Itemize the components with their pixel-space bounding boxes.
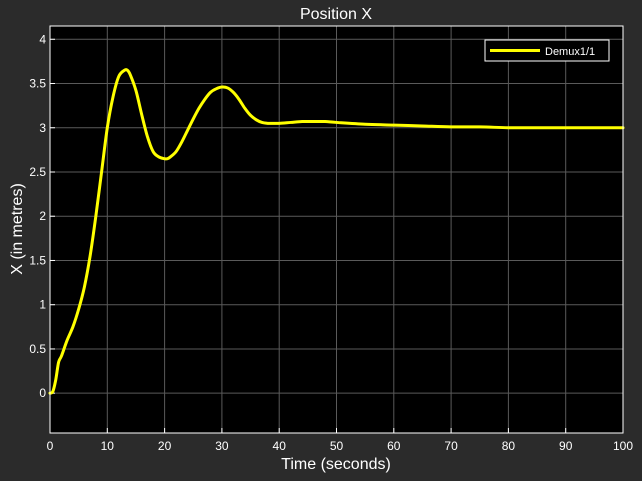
- x-tick-label: 0: [47, 439, 54, 453]
- y-tick-label: 3: [39, 121, 46, 135]
- y-axis-label: X (in metres): [9, 183, 26, 275]
- legend-box: [484, 39, 610, 62]
- y-tick-label: 2: [39, 209, 46, 223]
- series-lines: [48, 68, 625, 395]
- y-tick-label: 1.5: [29, 253, 46, 267]
- y-tick-label: 0: [39, 386, 46, 400]
- x-tick-label: 100: [613, 439, 633, 453]
- legend-label: Demux1/1: [545, 46, 595, 58]
- x-tick-labels: 0 10 20 30 40 50 60 70 80 90 100: [47, 439, 634, 453]
- plot-frame: [49, 25, 624, 434]
- y-tick-label: 3.5: [29, 77, 46, 91]
- y-tick-label: 1: [39, 298, 46, 312]
- x-tick-label: 30: [215, 439, 229, 453]
- legend: Demux1/1: [484, 39, 610, 62]
- x-tick-label: 10: [101, 439, 115, 453]
- x-tick-label: 80: [502, 439, 516, 453]
- y-tick-label: 4: [39, 32, 46, 46]
- x-tick-label: 20: [158, 439, 172, 453]
- series-line: [48, 68, 625, 395]
- x-tick-label: 50: [330, 439, 344, 453]
- y-tick-labels: 0 0.5 1 1.5 2 2.5 3 3.5 4: [29, 32, 46, 400]
- x-tick-label: 70: [444, 439, 458, 453]
- x-axis-label: Time (seconds): [281, 456, 391, 473]
- chart-title: Position X: [300, 6, 372, 23]
- y-tick-label: 0.5: [29, 342, 46, 356]
- y-tick-label: 2.5: [29, 165, 46, 179]
- x-tick-label: 60: [387, 439, 401, 453]
- x-tick-label: 90: [559, 439, 573, 453]
- x-tick-label: 40: [273, 439, 287, 453]
